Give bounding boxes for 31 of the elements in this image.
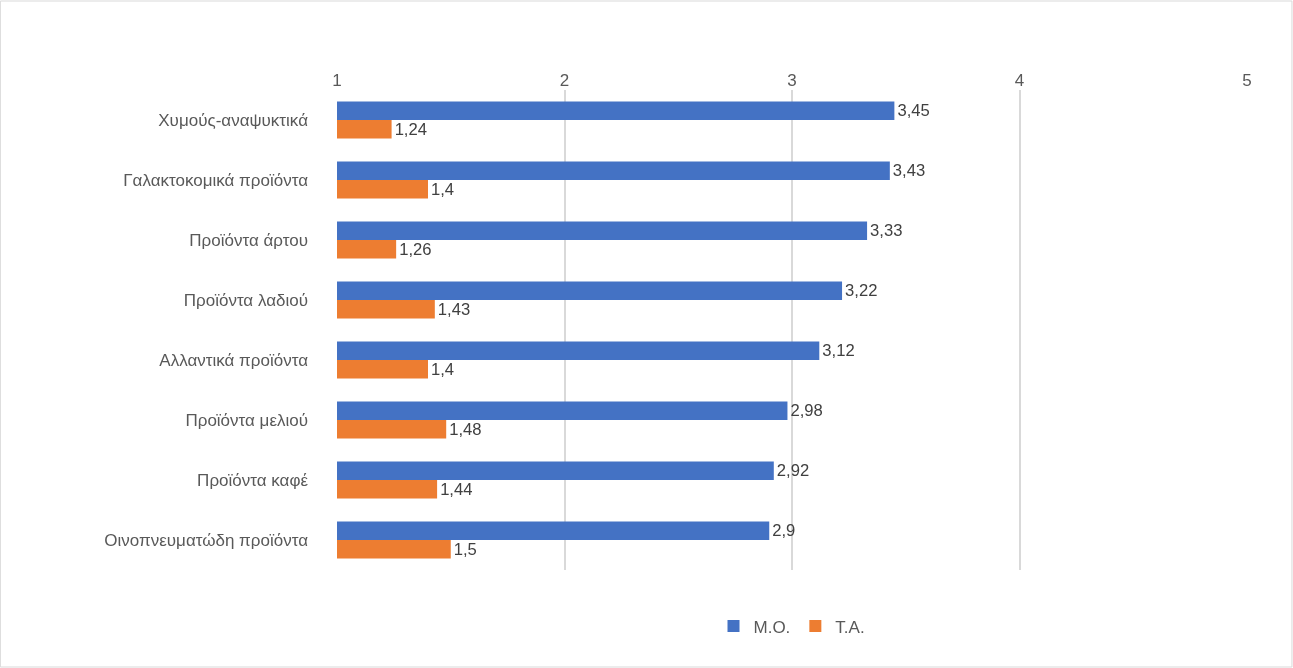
x-tick-label: 2: [559, 70, 570, 90]
y-tick-label: Προϊόντα μελιού: [185, 410, 308, 430]
data-label: 3,33: [870, 221, 903, 241]
x-tick-label: 5: [1242, 70, 1252, 90]
data-label: 3,12: [822, 341, 855, 361]
legend-label: Μ.Ο.: [753, 617, 791, 637]
y-tick-label: Οινοπνευματώδη προϊόντα: [104, 530, 309, 550]
data-label: 1,48: [449, 419, 482, 439]
data-label: 1,5: [453, 539, 477, 559]
y-tick-label: Προϊόντα άρτου: [189, 230, 308, 250]
data-label: 3,43: [892, 161, 926, 181]
x-tick-label: 4: [1014, 70, 1025, 90]
y-tick-label: Προϊόντα λαδιού: [183, 290, 308, 310]
data-label: 1,24: [394, 119, 427, 139]
y-tick-label: Χυμούς-αναψυκτικά: [158, 110, 309, 130]
legend-label: Τ.Α.: [835, 617, 865, 637]
data-label: 2,92: [776, 461, 810, 481]
data-label: 3,45: [897, 101, 930, 121]
x-tick-label: 3: [787, 70, 797, 90]
y-tick-label: Προϊόντα καφέ: [197, 470, 309, 490]
data-label: 1,44: [440, 479, 473, 499]
data-label: 1,4: [431, 359, 455, 379]
x-tick-label: 1: [332, 70, 342, 90]
y-tick-label: Γαλακτοκομικά προϊόντα: [123, 170, 309, 190]
data-label: 1,26: [399, 239, 432, 259]
data-label: 1,43: [437, 299, 471, 319]
data-label: 2,98: [790, 401, 823, 421]
data-label: 2,9: [772, 521, 796, 541]
data-label: 3,22: [845, 281, 878, 301]
y-tick-label: Αλλαντικά προϊόντα: [159, 350, 309, 370]
data-label: 1,4: [431, 179, 455, 199]
